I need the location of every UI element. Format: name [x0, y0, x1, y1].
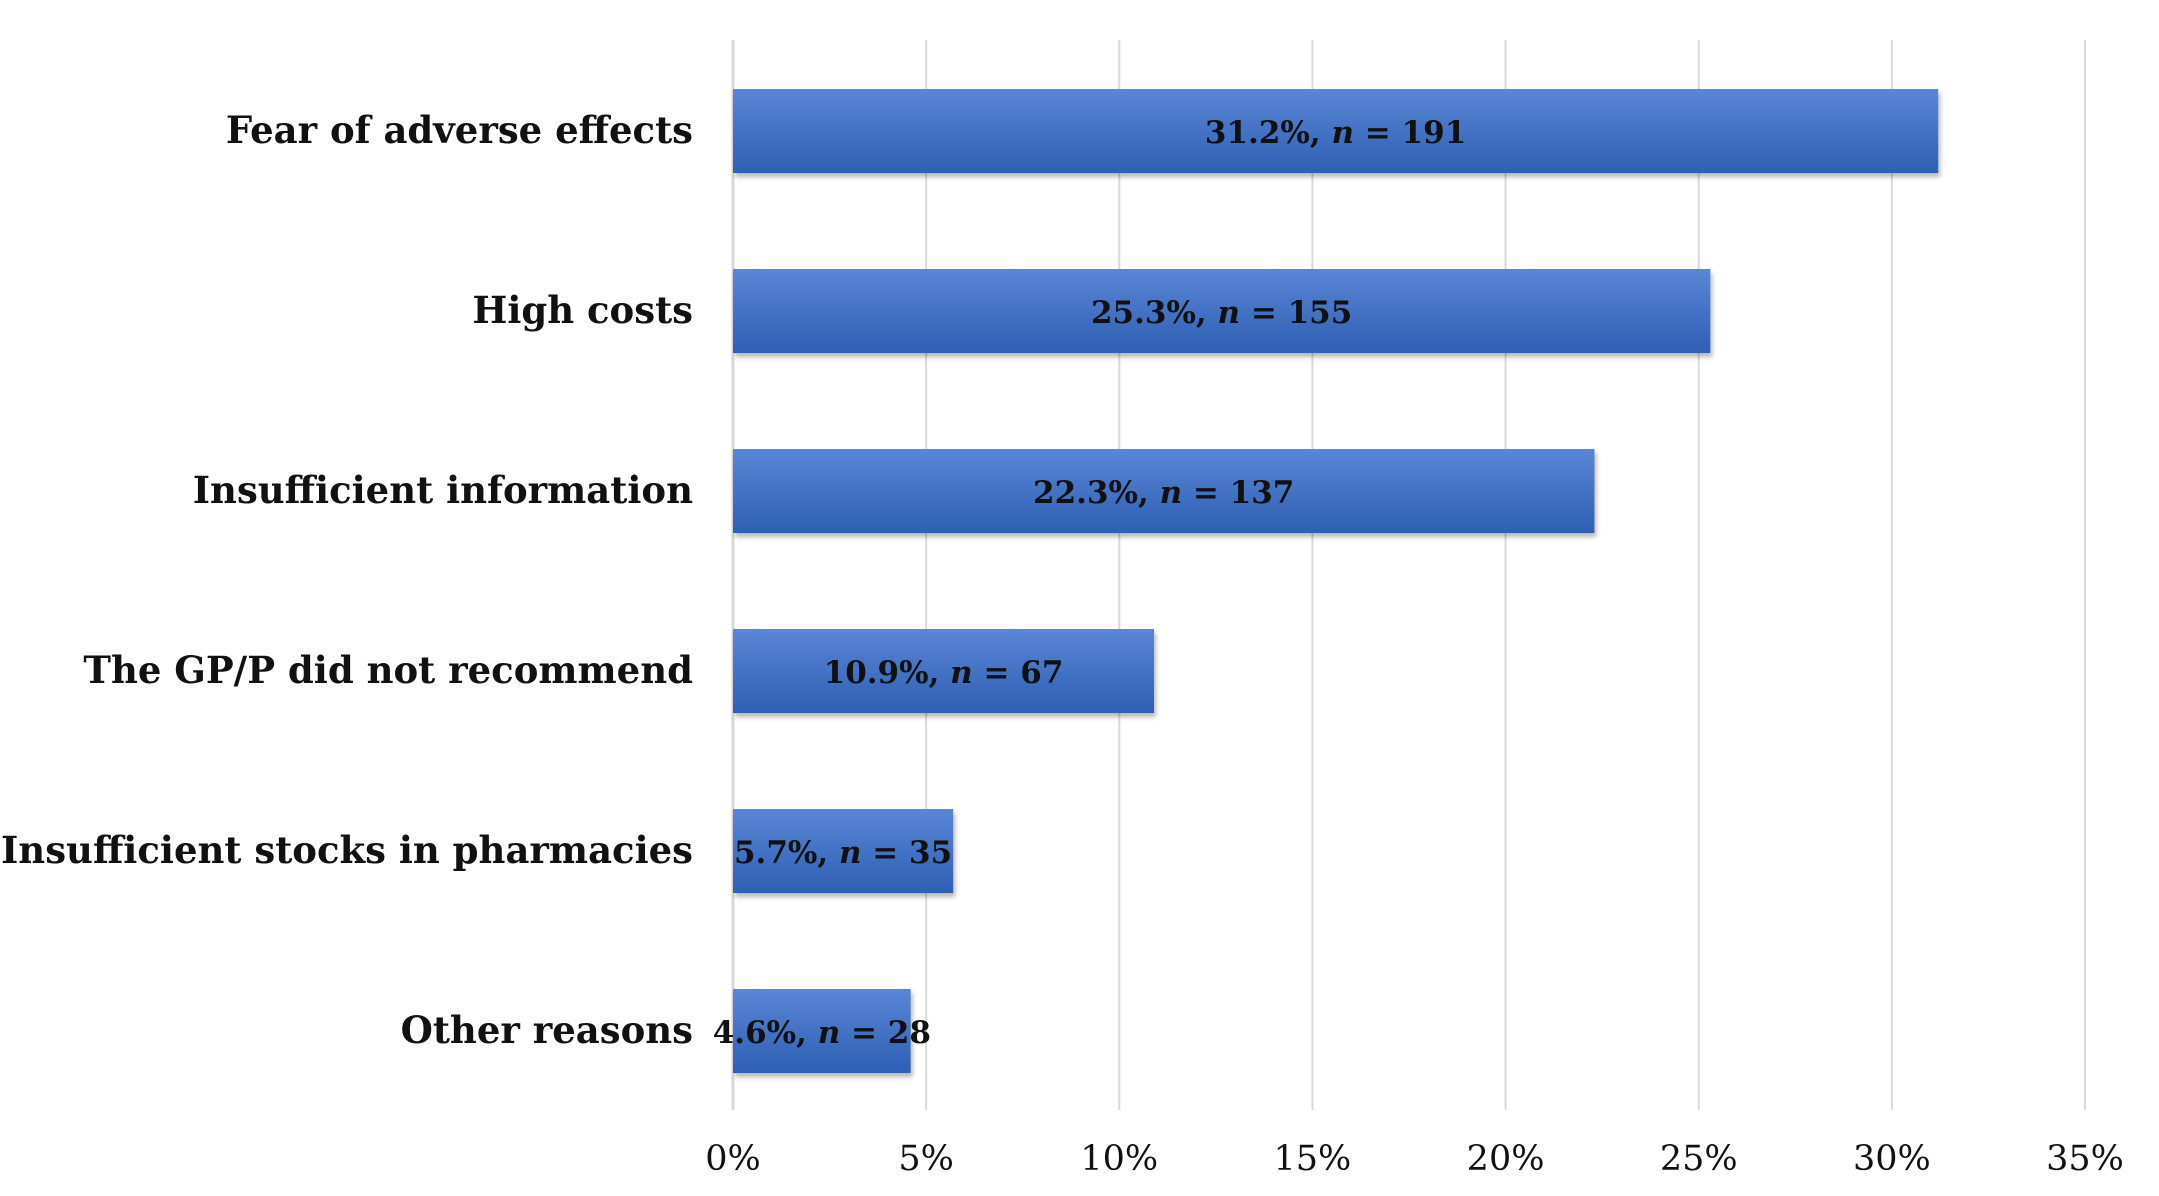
x-tick-label: 20% — [1467, 1139, 1545, 1179]
x-tick-label: 25% — [1660, 1139, 1738, 1179]
data-labels: 31.2%, n = 191 25.3%, n = 155 22.3%, n = 1… — [713, 115, 1467, 1051]
data-label: 5.7%, n = 35 — [734, 835, 952, 871]
bar — [733, 269, 1711, 353]
data-label: 4.6%, n = 28 — [713, 1015, 931, 1051]
category-label: High costs — [472, 288, 693, 332]
data-label: 22.3%, n = 137 — [1033, 475, 1294, 511]
category-label: Insufficient information — [193, 468, 693, 512]
category-label: The GP/P did not recommend — [83, 648, 693, 692]
data-label: 10.9%, n = 67 — [824, 655, 1064, 691]
bar — [733, 809, 954, 893]
bar — [733, 629, 1155, 713]
x-tick-label: 30% — [1853, 1139, 1931, 1179]
gridlines — [731, 40, 2086, 1110]
category-label: Insufficient stocks in pharmacies — [1, 828, 693, 872]
data-label: 25.3%, n = 155 — [1091, 295, 1352, 331]
bar — [733, 449, 1595, 533]
data-label: 31.2%, n = 191 — [1205, 115, 1466, 151]
x-tick-label: 0% — [705, 1139, 761, 1179]
category-label: Fear of adverse effects — [226, 108, 693, 152]
bar — [733, 989, 911, 1073]
category-labels: Fear of adverse effects High costs Insuffi… — [1, 108, 693, 1052]
x-tick-label: 10% — [1080, 1139, 1158, 1179]
x-tick-label: 5% — [898, 1139, 954, 1179]
x-tick-label: 35% — [2046, 1139, 2124, 1179]
category-label: Other reasons — [401, 1008, 693, 1052]
x-axis-ticks: 0% 5% 10% 15% 20% 25% 30% 35% — [705, 1139, 2124, 1179]
bar — [733, 89, 1939, 173]
x-tick-label: 15% — [1274, 1139, 1352, 1179]
bars — [733, 89, 1939, 1073]
